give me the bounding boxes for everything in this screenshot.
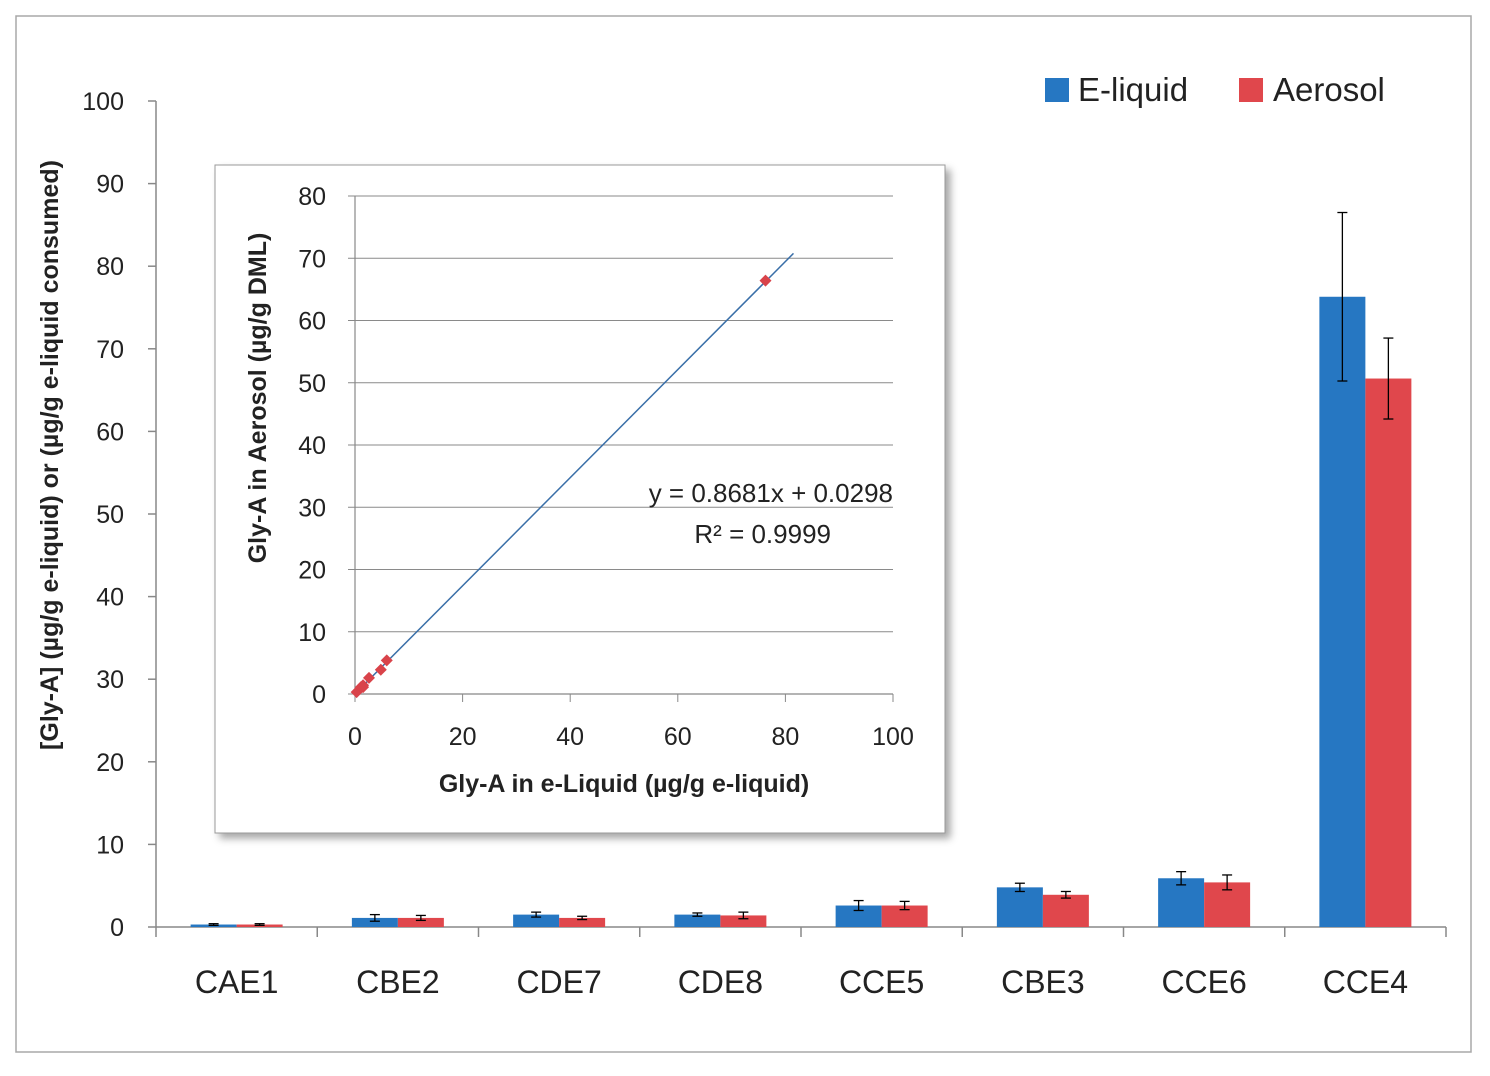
inset-y-tick-label: 70: [298, 245, 326, 273]
inset-trendline: [354, 252, 795, 695]
main-bars: [190, 296, 1412, 928]
main-error-bars: [208, 211, 1394, 926]
bar-aerosol-cbe2: [397, 917, 444, 927]
inset-y-tick-label: 50: [298, 370, 326, 398]
inset-x-tick-label: 100: [872, 723, 914, 751]
main-y-tick-label: 100: [82, 88, 124, 116]
inset-x-tick-label: 60: [664, 723, 692, 751]
bar-e-liquid-cde7: [513, 914, 560, 927]
inset-y-tick-label: 30: [298, 494, 326, 522]
inset-x-tick-label: 0: [348, 723, 362, 751]
main-x-tick-label: CAE1: [195, 964, 279, 1000]
main-y-tick-label: 80: [96, 253, 124, 281]
main-y-tick-label: 60: [96, 418, 124, 446]
inset-frame: [214, 164, 946, 834]
inset-x-axis-label: Gly-A in e-Liquid (µg/g e-liquid): [439, 770, 809, 798]
bar-aerosol-cce5: [881, 905, 928, 927]
main-x-tick-label: CCE6: [1161, 964, 1246, 1000]
main-y-tick-label: 20: [96, 749, 124, 777]
scatter-point: [374, 663, 387, 676]
main-x-tick-label: CCE5: [839, 964, 924, 1000]
legend-swatch-e-liquid: [1045, 78, 1069, 102]
inset-y-tick-label: 40: [298, 432, 326, 460]
inset-x-tick-label: 20: [449, 723, 477, 751]
bar-e-liquid-cbe3: [996, 887, 1043, 927]
inset-x-tick-label: 80: [771, 723, 799, 751]
legend-swatch-aerosol: [1239, 78, 1263, 102]
inset-y-axis-label: Gly-A in Aerosol (µg/g DML): [244, 233, 272, 564]
inset-axes: 0 10 20 30 40 50 60 70 80 0 20 40 60 80 100: [298, 183, 914, 751]
main-x-tick-label: CDE8: [678, 964, 763, 1000]
bar-aerosol-cde8: [720, 915, 767, 927]
inset-x-tick-label: 40: [556, 723, 584, 751]
main-y-tick-label: 10: [96, 831, 124, 859]
scatter-point: [362, 671, 375, 684]
legend-label-e-liquid: E-liquid: [1078, 71, 1188, 108]
scatter-point: [357, 679, 370, 692]
main-y-tick-label: 40: [96, 584, 124, 612]
scatter-point: [380, 654, 393, 667]
bar-e-liquid-cce4: [1319, 296, 1366, 928]
main-y-axis-label: [Gly-A] (µg/g e-liquid) or (µg/g e-liqui…: [36, 160, 64, 750]
bar-e-liquid-cbe2: [351, 917, 398, 927]
main-y-tick-label: 70: [96, 336, 124, 364]
scatter-point: [759, 274, 772, 287]
main-x-tick-label: CBE2: [356, 964, 440, 1000]
inset-y-tick-label: 60: [298, 308, 326, 336]
main-y-tick-label: 50: [96, 501, 124, 529]
main-y-tick-label: 90: [96, 171, 124, 199]
main-x-tick-label: CDE7: [516, 964, 601, 1000]
bar-aerosol-cce4: [1365, 378, 1412, 927]
inset-points: [350, 274, 772, 699]
inset-chart: 0 10 20 30 40 50 60 70 80 0 20 40 60 80 100 y = 0.8681…: [214, 164, 946, 834]
main-y-tick-label: 30: [96, 666, 124, 694]
main-x-tick-label: CCE4: [1323, 964, 1408, 1000]
inset-equation: y = 0.8681x + 0.0298: [649, 478, 893, 508]
bar-aerosol-cde7: [559, 917, 606, 927]
inset-y-tick-label: 20: [298, 557, 326, 585]
inset-y-tick-label: 80: [298, 183, 326, 211]
main-y-tick-label: 0: [110, 914, 124, 942]
legend: E-liquid Aerosol: [1045, 71, 1385, 108]
inset-y-tick-label: 10: [298, 619, 326, 647]
inset-r-squared: R² = 0.9999: [694, 519, 831, 549]
legend-label-aerosol: Aerosol: [1273, 71, 1385, 108]
main-x-tick-labels: CAE1 CBE2 CDE7 CDE8 CCE5 CBE3 CCE6 CCE4: [195, 964, 1408, 1000]
bar-e-liquid-cde8: [674, 914, 721, 927]
bar-aerosol-cbe3: [1042, 894, 1089, 927]
inset-y-tick-label: 0: [312, 681, 326, 709]
bar-e-liquid-cce6: [1158, 878, 1205, 927]
main-x-tick-label: CBE3: [1001, 964, 1085, 1000]
bar-e-liquid-cce5: [835, 905, 882, 927]
